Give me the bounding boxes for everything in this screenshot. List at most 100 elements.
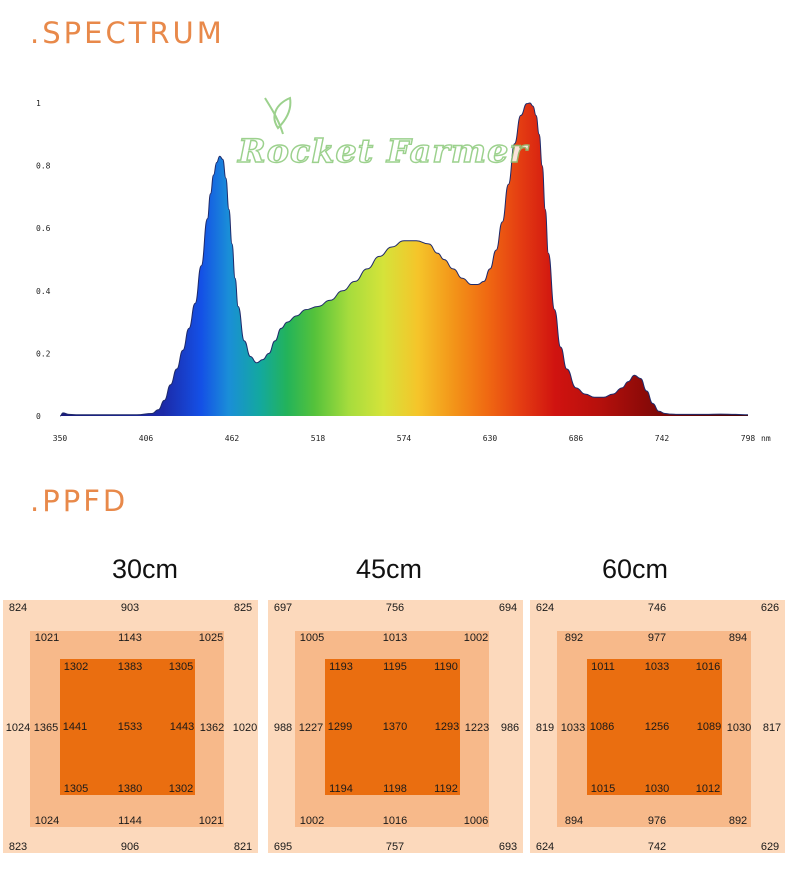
x-tick-label: 518 bbox=[311, 434, 326, 443]
y-tick-label: 0.6 bbox=[36, 224, 51, 233]
spectrum-chart: 0 0.2 0.4 0.6 0.8 1 350 406 462 518 574 630 686 742 7… bbox=[36, 96, 771, 443]
ppfd-value: 1033 bbox=[644, 661, 670, 673]
y-tick-label: 1 bbox=[36, 99, 41, 108]
ppfd-value: 1011 bbox=[591, 661, 615, 673]
ppfd-value: 1024 bbox=[34, 815, 60, 827]
ppfd-value: 757 bbox=[385, 841, 405, 853]
ppfd-value: 1030 bbox=[644, 783, 670, 795]
x-tick-label: 350 bbox=[53, 434, 68, 443]
ppfd-value: 988 bbox=[273, 722, 293, 734]
ppfd-value: 1299 bbox=[327, 721, 353, 733]
ppfd-value: 1380 bbox=[117, 783, 143, 795]
brand-text: Rocket Farmer bbox=[237, 132, 529, 170]
ppfd-value: 1021 bbox=[198, 815, 224, 827]
x-tick-label: 798 bbox=[741, 434, 756, 443]
leaf-icon bbox=[273, 96, 292, 130]
ppfd-inner-ring bbox=[587, 659, 722, 795]
x-tick-label: 686 bbox=[569, 434, 584, 443]
ppfd-value: 746 bbox=[647, 602, 667, 614]
ppfd-section-title: .PPFD bbox=[30, 484, 129, 518]
ppfd-value: 1192 bbox=[434, 783, 458, 795]
ppfd-height-label-30: 30cm bbox=[111, 554, 179, 584]
ppfd-value: 694 bbox=[498, 602, 518, 614]
ppfd-value: 1302 bbox=[63, 661, 89, 673]
ppfd-value: 1030 bbox=[726, 722, 752, 734]
ppfd-value: 1013 bbox=[382, 632, 408, 644]
ppfd-value: 1293 bbox=[434, 721, 460, 733]
ppfd-value: 824 bbox=[8, 602, 28, 614]
ppfd-inner-ring bbox=[60, 659, 195, 795]
ppfd-value: 1015 bbox=[590, 783, 616, 795]
ppfd-value: 1362 bbox=[199, 722, 225, 734]
ppfd-value: 1305 bbox=[63, 783, 89, 795]
ppfd-value: 1089 bbox=[696, 721, 722, 733]
spectrum-outline bbox=[59, 102, 749, 417]
ppfd-value: 1302 bbox=[168, 783, 194, 795]
ppfd-value: 1195 bbox=[383, 661, 407, 673]
ppfd-value: 1020 bbox=[232, 722, 258, 734]
ppfd-value: 892 bbox=[564, 632, 584, 644]
y-tick-label: 0.2 bbox=[36, 349, 51, 358]
ppfd-value: 697 bbox=[273, 602, 293, 614]
ppfd-value: 1193 bbox=[329, 661, 353, 673]
ppfd-value: 742 bbox=[647, 841, 667, 853]
ppfd-value: 629 bbox=[760, 841, 780, 853]
ppfd-value: 892 bbox=[728, 815, 748, 827]
ppfd-value: 1002 bbox=[463, 632, 489, 644]
ppfd-value: 624 bbox=[535, 841, 555, 853]
ppfd-value: 1143 bbox=[118, 632, 142, 644]
ppfd-value: 823 bbox=[8, 841, 28, 853]
y-tick-label: 0.4 bbox=[36, 287, 51, 296]
ppfd-value: 1025 bbox=[198, 632, 224, 644]
ppfd-value: 1365 bbox=[33, 722, 59, 734]
ppfd-value: 1024 bbox=[5, 722, 31, 734]
ppfd-value: 1002 bbox=[299, 815, 325, 827]
ppfd-value: 1033 bbox=[560, 722, 586, 734]
ppfd-value: 821 bbox=[233, 841, 253, 853]
spectrum-area bbox=[60, 103, 748, 416]
ppfd-value: 894 bbox=[728, 632, 748, 644]
ppfd-value: 1533 bbox=[117, 721, 143, 733]
x-axis-unit: nm bbox=[761, 434, 771, 443]
ppfd-value: 693 bbox=[498, 841, 518, 853]
ppfd-value: 626 bbox=[760, 602, 780, 614]
ppfd-value: 1223 bbox=[464, 722, 490, 734]
ppfd-value: 1016 bbox=[695, 661, 721, 673]
ppfd-value: 1227 bbox=[298, 722, 324, 734]
ppfd-value: 1012 bbox=[695, 783, 721, 795]
spectrum-section-title: .SPECTRUM bbox=[30, 16, 225, 50]
ppfd-value: 1005 bbox=[299, 632, 325, 644]
ppfd-value: 1194 bbox=[329, 783, 353, 795]
y-axis-ticks: 0 0.2 0.4 0.6 0.8 1 bbox=[36, 99, 51, 421]
ppfd-value: 1305 bbox=[168, 661, 194, 673]
ppfd-value: 1443 bbox=[169, 721, 195, 733]
ppfd-value: 624 bbox=[535, 602, 555, 614]
ppfd-value: 1086 bbox=[589, 721, 615, 733]
x-tick-label: 406 bbox=[139, 434, 154, 443]
brand-watermark: Rocket Farmer bbox=[236, 96, 529, 171]
y-tick-label: 0 bbox=[36, 412, 41, 421]
ppfd-value: 1370 bbox=[382, 721, 408, 733]
ppfd-height-label-45: 45cm bbox=[355, 554, 423, 584]
ppfd-value: 1198 bbox=[383, 783, 407, 795]
ppfd-value: 756 bbox=[385, 602, 405, 614]
y-tick-label: 0.8 bbox=[36, 162, 51, 171]
ppfd-inner-ring bbox=[325, 659, 460, 795]
x-tick-label: 742 bbox=[655, 434, 670, 443]
ppfd-value: 1006 bbox=[463, 815, 489, 827]
ppfd-value: 1016 bbox=[382, 815, 408, 827]
ppfd-value: 903 bbox=[120, 602, 140, 614]
ppfd-value: 906 bbox=[120, 841, 140, 853]
ppfd-value: 1441 bbox=[62, 721, 88, 733]
x-axis-ticks: 350 406 462 518 574 630 686 742 798 bbox=[53, 434, 756, 443]
ppfd-value: 1256 bbox=[644, 721, 670, 733]
ppfd-value: 695 bbox=[273, 841, 293, 853]
ppfd-value: 1190 bbox=[434, 661, 458, 673]
ppfd-value: 1383 bbox=[117, 661, 143, 673]
ppfd-value: 819 bbox=[535, 722, 555, 734]
x-tick-label: 630 bbox=[483, 434, 498, 443]
leaf-stem-icon bbox=[264, 97, 284, 135]
x-tick-label: 574 bbox=[397, 434, 412, 443]
ppfd-value: 1144 bbox=[118, 815, 142, 827]
ppfd-value: 825 bbox=[233, 602, 253, 614]
